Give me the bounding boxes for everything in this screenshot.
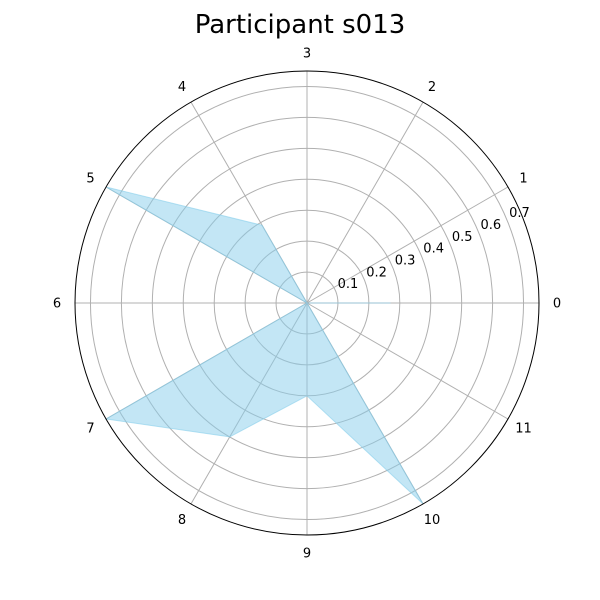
radial-tick-label: 0.3 — [395, 254, 416, 269]
grid-spoke — [306, 186, 509, 304]
radial-tick-label: 0.7 — [509, 206, 530, 221]
category-label: 1 — [519, 172, 527, 187]
category-label: 9 — [303, 547, 311, 562]
category-label: 10 — [424, 513, 441, 528]
grid-spoke — [306, 302, 509, 420]
grid-spoke — [306, 101, 424, 304]
radial-tick-label: 0.2 — [366, 265, 387, 280]
category-labels: 0 1 2 3 4 5 6 7 8 9 10 11 — [53, 47, 561, 562]
radial-tick-label: 0.1 — [338, 277, 359, 292]
outer-frame — [74, 70, 540, 536]
category-label: 5 — [86, 172, 94, 187]
category-label: 8 — [178, 513, 186, 528]
category-label: 6 — [53, 297, 61, 312]
category-label: 3 — [303, 47, 311, 62]
category-label: 4 — [178, 80, 186, 95]
category-label: 7 — [86, 422, 94, 437]
category-label: 0 — [553, 297, 561, 312]
category-label: 2 — [428, 80, 436, 95]
radial-tick-label: 0.4 — [423, 242, 444, 257]
radial-tick-label: 0.6 — [481, 218, 502, 233]
radial-tick-label: 0.5 — [452, 230, 473, 245]
radial-tick-labels: 0.1 0.2 0.3 0.4 0.5 0.6 0.7 — [338, 206, 530, 292]
chart-title: Participant s013 — [194, 10, 406, 40]
category-label: 11 — [515, 422, 532, 437]
